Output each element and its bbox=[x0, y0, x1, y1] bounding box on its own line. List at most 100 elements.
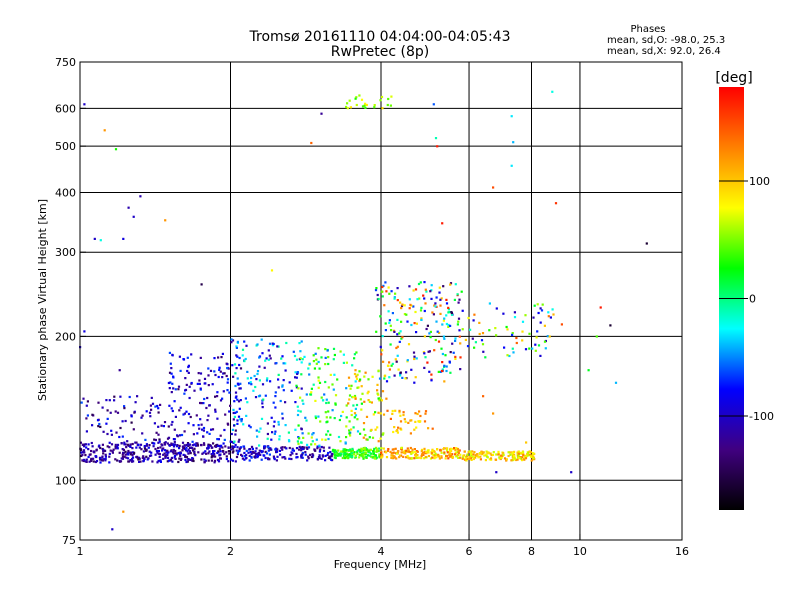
data-point bbox=[391, 448, 394, 451]
data-point bbox=[170, 367, 173, 370]
data-point bbox=[324, 454, 327, 457]
data-point bbox=[227, 450, 230, 453]
data-point bbox=[218, 366, 221, 369]
data-point bbox=[322, 449, 326, 452]
data-point bbox=[333, 417, 336, 420]
data-point bbox=[445, 314, 448, 317]
data-point bbox=[98, 422, 101, 426]
data-point bbox=[266, 457, 270, 460]
data-point bbox=[454, 355, 457, 358]
data-point bbox=[187, 365, 190, 369]
data-point bbox=[329, 433, 332, 436]
data-point bbox=[328, 446, 331, 449]
data-point bbox=[108, 455, 111, 458]
data-point bbox=[536, 303, 539, 306]
data-point bbox=[211, 428, 215, 431]
data-point bbox=[329, 451, 332, 454]
data-point bbox=[179, 452, 182, 455]
colorbar-tick-label: 100 bbox=[749, 175, 770, 188]
data-point bbox=[277, 345, 280, 348]
data-point bbox=[393, 426, 396, 429]
data-point bbox=[246, 401, 249, 404]
data-point bbox=[330, 458, 333, 461]
data-point bbox=[205, 452, 208, 455]
data-point bbox=[292, 449, 295, 452]
data-point bbox=[199, 356, 202, 359]
data-point bbox=[377, 369, 380, 372]
data-point bbox=[480, 451, 483, 454]
data-point bbox=[200, 458, 203, 461]
data-point bbox=[208, 444, 212, 447]
data-point bbox=[446, 449, 449, 452]
data-point bbox=[345, 105, 348, 109]
data-point bbox=[157, 433, 160, 436]
data-point bbox=[388, 319, 391, 322]
data-point bbox=[295, 384, 298, 387]
data-point bbox=[243, 458, 246, 461]
data-point bbox=[396, 450, 399, 453]
data-point bbox=[437, 340, 441, 343]
data-point bbox=[414, 455, 417, 458]
data-point bbox=[190, 381, 193, 385]
data-point bbox=[256, 435, 259, 438]
data-point bbox=[228, 452, 231, 455]
data-point bbox=[408, 285, 411, 288]
data-point bbox=[312, 454, 315, 457]
data-point bbox=[397, 368, 400, 371]
data-point bbox=[326, 453, 329, 456]
data-point bbox=[104, 459, 107, 462]
data-point bbox=[196, 432, 199, 435]
stats-line-o: mean, sd,O: -98.0, 25.3 bbox=[607, 35, 725, 46]
data-point bbox=[347, 402, 350, 405]
data-point bbox=[202, 435, 205, 438]
data-point bbox=[84, 443, 87, 446]
data-point bbox=[186, 450, 189, 453]
data-point bbox=[423, 447, 426, 450]
data-point bbox=[154, 438, 157, 442]
data-point bbox=[470, 454, 473, 457]
data-point bbox=[213, 459, 217, 462]
data-point bbox=[300, 456, 303, 459]
data-point bbox=[301, 456, 304, 459]
data-point bbox=[300, 373, 303, 376]
data-point bbox=[168, 387, 171, 390]
data-point bbox=[380, 290, 383, 293]
data-point bbox=[281, 355, 284, 358]
data-point bbox=[349, 387, 352, 390]
data-point bbox=[274, 395, 277, 398]
data-point bbox=[324, 363, 327, 366]
data-point bbox=[231, 451, 234, 454]
data-point bbox=[239, 387, 242, 390]
data-point bbox=[219, 450, 222, 453]
data-point bbox=[301, 447, 304, 451]
data-point bbox=[423, 281, 426, 284]
data-point bbox=[119, 395, 122, 398]
data-point bbox=[360, 385, 363, 388]
data-point bbox=[459, 456, 462, 459]
data-point bbox=[95, 448, 98, 451]
data-point bbox=[350, 409, 353, 412]
data-point bbox=[163, 443, 166, 446]
data-point bbox=[237, 450, 241, 453]
data-point bbox=[391, 412, 394, 415]
data-point bbox=[362, 453, 365, 456]
data-point bbox=[441, 368, 444, 371]
data-point bbox=[85, 417, 88, 420]
data-point bbox=[290, 389, 293, 392]
data-point bbox=[250, 376, 253, 380]
data-point bbox=[547, 315, 550, 318]
data-point bbox=[459, 356, 462, 359]
data-point bbox=[172, 375, 175, 378]
data-point bbox=[445, 298, 448, 301]
data-point bbox=[409, 446, 412, 450]
data-point bbox=[170, 456, 173, 459]
data-point bbox=[415, 322, 418, 325]
data-point bbox=[145, 444, 148, 447]
data-point bbox=[162, 453, 165, 456]
x-tick-label: 4 bbox=[378, 545, 385, 558]
data-point bbox=[511, 333, 514, 336]
data-point bbox=[317, 347, 320, 350]
data-point bbox=[235, 354, 238, 357]
